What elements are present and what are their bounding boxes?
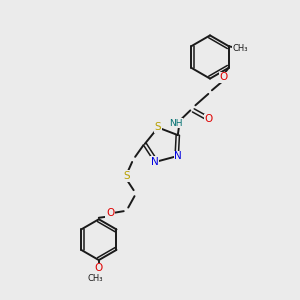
Text: O: O xyxy=(219,72,227,82)
Text: S: S xyxy=(123,171,130,181)
Text: O: O xyxy=(106,208,114,218)
Text: O: O xyxy=(95,263,103,274)
Text: CH₃: CH₃ xyxy=(88,274,103,284)
Text: S: S xyxy=(155,122,161,132)
Text: N: N xyxy=(174,151,182,161)
Text: N: N xyxy=(151,157,159,167)
Text: O: O xyxy=(204,114,212,124)
Text: CH₃: CH₃ xyxy=(232,44,248,53)
Text: NH: NH xyxy=(169,119,183,128)
